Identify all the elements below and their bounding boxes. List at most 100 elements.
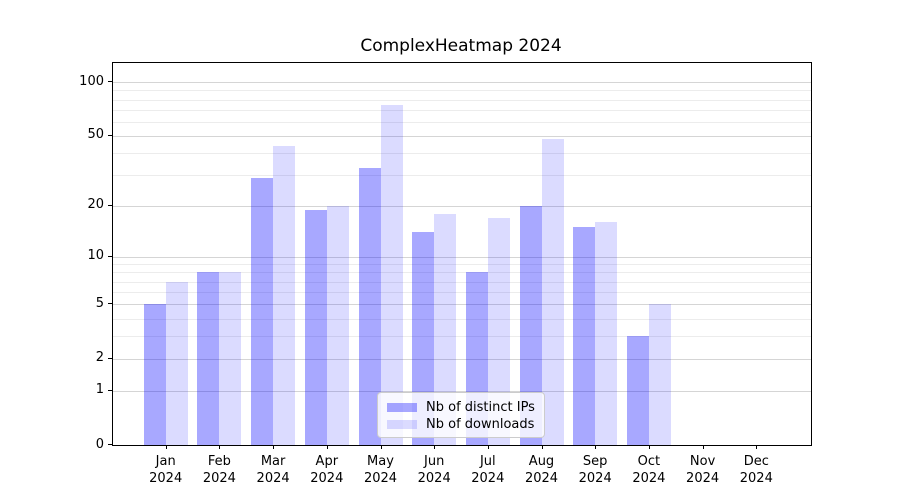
x-tick-mark — [702, 445, 704, 449]
x-axis-tick-label: Aug 2024 — [515, 453, 569, 487]
y-tick-mark — [108, 444, 112, 445]
bar-downloads-sep — [595, 222, 618, 445]
bar-downloads-feb — [219, 272, 242, 445]
bar-downloads-jul — [487, 217, 510, 445]
gridline-minor — [113, 272, 811, 274]
x-tick-year: 2024 — [256, 471, 290, 486]
x-tick-year: 2024 — [310, 471, 344, 486]
gridline-minor — [113, 153, 811, 155]
y-tick-mark — [108, 255, 112, 257]
x-tick-mark — [273, 445, 275, 449]
x-tick-month: May — [367, 454, 394, 469]
y-axis-tick-label: 2 — [95, 350, 104, 366]
y-axis-tick-label: 100 — [79, 73, 104, 89]
bar-downloads-jan — [165, 281, 188, 445]
x-tick-month: Oct — [637, 454, 661, 469]
x-tick-mark — [756, 445, 758, 449]
x-tick-month: Dec — [743, 454, 769, 469]
x-tick-mark — [487, 445, 489, 449]
x-tick-mark — [219, 445, 221, 449]
x-tick-year: 2024 — [417, 471, 451, 486]
bar-distinct-ips-apr — [304, 209, 327, 445]
x-tick-mark — [434, 445, 436, 449]
bar-downloads-oct — [648, 304, 671, 445]
x-tick-year: 2024 — [202, 471, 236, 486]
gridline-major — [113, 358, 811, 360]
y-tick-mark — [108, 204, 112, 206]
gridline-major — [113, 135, 811, 137]
x-axis-tick-label: Jan 2024 — [139, 453, 193, 487]
legend-entry-distinct-ips: Nb of distinct IPs — [387, 399, 535, 415]
x-tick-month: Mar — [260, 454, 286, 469]
x-axis-tick-label: Feb 2024 — [192, 453, 246, 487]
y-axis-tick-label: 50 — [87, 127, 104, 143]
legend: Nb of distinct IPs Nb of downloads — [377, 392, 545, 438]
bar-distinct-ips-mar — [251, 177, 274, 445]
x-axis-tick-label: Apr 2024 — [300, 453, 354, 487]
x-tick-mark — [380, 445, 382, 449]
y-tick-mark — [108, 81, 112, 83]
x-tick-year: 2024 — [739, 471, 773, 486]
x-tick-mark — [595, 445, 597, 449]
x-tick-year: 2024 — [632, 471, 666, 486]
bar-downloads-apr — [326, 205, 349, 445]
x-tick-year: 2024 — [686, 471, 720, 486]
x-tick-year: 2024 — [149, 471, 183, 486]
x-tick-mark — [326, 445, 328, 449]
x-axis-tick-label: Nov 2024 — [676, 453, 730, 487]
x-tick-month: Aug — [528, 454, 555, 469]
gridline-major — [113, 82, 811, 84]
x-axis-tick-label: Dec 2024 — [729, 453, 783, 487]
x-tick-month: Jan — [155, 454, 176, 469]
legend-swatch-distinct-ips-icon — [387, 402, 417, 412]
gridline-major — [113, 390, 811, 392]
gridline-minor — [113, 281, 811, 283]
x-tick-mark — [648, 445, 650, 449]
gridline-major — [113, 304, 811, 306]
gridline-minor — [113, 336, 811, 337]
gridline-minor — [113, 175, 811, 177]
legend-label-distinct-ips: Nb of distinct IPs — [426, 399, 535, 415]
y-axis-tick-label: 0 — [95, 436, 104, 452]
bar-distinct-ips-aug — [519, 205, 542, 445]
x-tick-month: Nov — [689, 454, 716, 469]
x-tick-month: Jun — [424, 454, 445, 469]
bar-downloads-mar — [273, 145, 296, 445]
gridline-minor — [113, 121, 811, 123]
bar-distinct-ips-may — [358, 167, 381, 445]
gridline-minor — [113, 99, 811, 101]
gridline-minor — [113, 90, 811, 92]
x-tick-mark — [165, 445, 167, 449]
x-tick-year: 2024 — [363, 471, 398, 486]
x-tick-year: 2024 — [471, 471, 505, 486]
bar-downloads-may — [380, 104, 403, 445]
gridline-major — [113, 256, 811, 258]
y-axis-tick-label: 1 — [95, 382, 104, 397]
chart-title: ComplexHeatmap 2024 — [360, 36, 562, 56]
x-axis-tick-label: Oct 2024 — [622, 453, 676, 487]
x-axis-tick-label: Jul 2024 — [461, 453, 515, 487]
plot-area: Nb of distinct IPs Nb of downloads — [112, 62, 812, 446]
x-axis-tick-label: Mar 2024 — [246, 453, 300, 487]
x-axis-tick-label: Sep 2024 — [568, 453, 622, 487]
legend-swatch-downloads-icon — [387, 419, 417, 429]
x-tick-month: Apr — [315, 454, 339, 469]
x-axis-tick-label: Jun 2024 — [407, 453, 461, 487]
y-axis-tick-label: 10 — [87, 248, 104, 263]
gridline-major — [113, 205, 811, 207]
bar-distinct-ips-jan — [143, 304, 166, 445]
gridline-minor — [113, 292, 811, 293]
y-tick-mark — [108, 389, 112, 391]
gridline-minor — [113, 109, 811, 111]
bar-downloads-aug — [541, 139, 564, 445]
y-tick-mark — [108, 303, 112, 305]
gridline-minor — [113, 264, 811, 265]
x-tick-year: 2024 — [578, 471, 612, 486]
x-tick-month: Sep — [582, 454, 608, 469]
gridline-minor — [113, 318, 811, 320]
bar-distinct-ips-feb — [197, 272, 220, 445]
x-tick-month: Jul — [479, 454, 496, 469]
y-tick-mark — [108, 357, 112, 359]
bar-distinct-ips-sep — [573, 227, 596, 445]
x-axis-tick-label: May 2024 — [354, 453, 408, 487]
